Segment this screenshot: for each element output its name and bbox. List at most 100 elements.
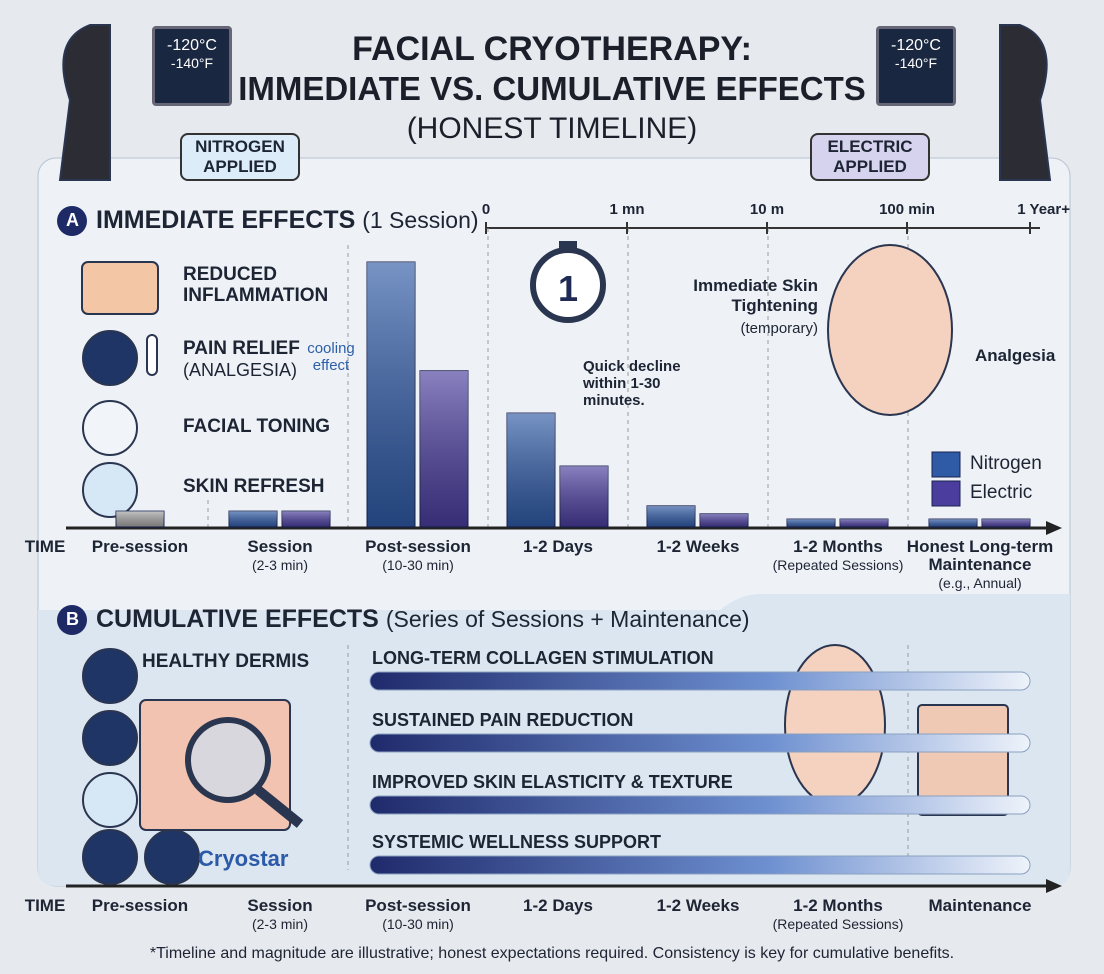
effect-label: LONG-TERM COLLAGEN STIMULATION (372, 648, 714, 668)
category-note: (10-30 min) (382, 916, 454, 932)
category-label: Session (2-3 min) (205, 897, 355, 933)
legend-swatch (931, 480, 961, 507)
category-label: Pre-session (65, 538, 215, 556)
category-name: 1-2 Weeks (656, 537, 740, 556)
category-name: Pre-session (91, 537, 189, 556)
section-note: (Series of Sessions + Maintenance) (385, 606, 750, 632)
badge-text: B (66, 609, 79, 629)
category-label: Post-session (10-30 min) (343, 538, 493, 574)
effect-label: SUSTAINED PAIN REDUCTION (372, 710, 634, 730)
category-label: 1-2 Days (483, 897, 633, 915)
category-name: Pre-session (91, 896, 189, 915)
category-note: (Repeated Sessions) (772, 916, 904, 932)
bar-shine (560, 466, 608, 527)
category-label: 1-2 Days (483, 538, 633, 556)
category-note: (2-3 min) (251, 916, 308, 932)
effect: REDUCED INFLAMMATION (183, 264, 329, 306)
legend-label: Electric (970, 482, 1033, 503)
effect-bar (369, 733, 1031, 753)
effect-bar (369, 671, 1031, 691)
side-label: HEALTHY DERMIS (142, 651, 310, 672)
brand: Cryostar (198, 846, 289, 871)
bar-shine (116, 511, 164, 527)
category-name: 1-2 Days (523, 537, 593, 556)
time-label: TIME (24, 537, 66, 556)
footnote: *Timeline and magnitude are illustrative… (149, 945, 955, 962)
title: IMMEDIATE VS. CUMULATIVE EFFECTS (238, 70, 866, 107)
device-screen: -120°C -140°F (876, 26, 956, 106)
badge-b (57, 605, 87, 635)
section-title: IMMEDIATE EFFECTS (1 Session) (96, 206, 479, 235)
category-label: Session (2-3 min) (205, 538, 355, 574)
section-title: CUMULATIVE EFFECTS (96, 605, 379, 633)
bar-shine (647, 505, 695, 527)
category-name: Honest Long-term Maintenance (906, 537, 1054, 574)
bar-shine (700, 513, 748, 527)
section-title: CUMULATIVE EFFECTS (Series of Sessions +… (96, 605, 750, 634)
category-label: 1-2 Weeks (623, 538, 773, 556)
face-label: Immediate Skin Tightening (693, 276, 818, 315)
bar-shine (787, 519, 835, 527)
bar-shine (507, 413, 555, 527)
section-title: IMMEDIATE EFFECTS (96, 206, 356, 234)
time-scale-label: 1 Year+ (1017, 201, 1070, 218)
legend-swatch (931, 451, 961, 478)
bar-shine (367, 262, 415, 527)
bar-shine (982, 519, 1030, 527)
category-label: 1-2 Months (Repeated Sessions) (763, 538, 913, 574)
category-name: Session (247, 537, 313, 556)
section-note: (1 Session) (362, 207, 479, 233)
category-name: 1-2 Months (793, 537, 883, 556)
bar-shine (840, 519, 888, 527)
effect-note: (ANALGESIA) (183, 360, 298, 380)
arrow (1046, 521, 1062, 535)
temp-f: -140°F (894, 55, 938, 71)
effect-label: IMPROVED SKIN ELASTICITY & TEXTURE (372, 772, 733, 792)
title: FACIAL CRYOTHERAPY: (352, 30, 752, 68)
effect: FACIAL TONING (183, 416, 331, 437)
temp-c: -120°C (167, 37, 217, 54)
time-label: TIME (24, 896, 66, 915)
effect-label: SYSTEMIC WELLNESS SUPPORT (372, 832, 662, 852)
category-label: 1-2 Weeks (623, 897, 773, 915)
category-name: 1-2 Weeks (656, 896, 740, 915)
badge-a (57, 206, 87, 236)
bar-shine (929, 519, 977, 527)
subtitle: (HONEST TIMELINE) (406, 112, 698, 145)
effect: PAIN RELIEF (183, 338, 300, 359)
arrow (1046, 879, 1062, 893)
temp-c: -120°C (891, 37, 941, 54)
legend-label: Nitrogen (970, 453, 1042, 474)
category-note: (Repeated Sessions) (772, 557, 904, 573)
category-label: Honest Long-term Maintenance (e.g., Annua… (905, 538, 1055, 592)
device-label: NITROGEN APPLIED (180, 133, 300, 181)
category-label: Pre-session (65, 897, 215, 915)
category-name: Post-session (365, 537, 471, 556)
time-scale-label: 1 mn (609, 201, 645, 218)
category-name: 1-2 Months (793, 896, 883, 915)
face-label: Analgesia (975, 346, 1056, 365)
category-label: Post-session (10-30 min) (343, 897, 493, 933)
category-label: 1-2 Months (Repeated Sessions) (763, 897, 913, 933)
category-note: (e.g., Annual) (938, 575, 1022, 591)
category-name: 1-2 Days (523, 896, 593, 915)
device-screen: -120°C -140°F (152, 26, 232, 106)
time-scale-label: 100 min (879, 201, 935, 218)
temp-f: -140°F (170, 55, 214, 71)
callout: Quick decline within 1-30 minutes. (583, 358, 681, 409)
face-note: (temporary) (740, 320, 818, 337)
category-name: Maintenance (928, 896, 1032, 915)
effect: SKIN REFRESH (183, 476, 325, 497)
category-name: Session (247, 896, 313, 915)
cooling-note: cooling effect (307, 340, 355, 374)
effect-bar (369, 795, 1031, 815)
category-label: Maintenance (905, 897, 1055, 915)
bar-shine (420, 370, 468, 527)
effect-bar (369, 855, 1031, 875)
time-scale-label: 10 m (749, 201, 785, 218)
bar-shine (282, 511, 330, 527)
category-note: (2-3 min) (251, 557, 308, 573)
badge-text: A (66, 210, 79, 230)
